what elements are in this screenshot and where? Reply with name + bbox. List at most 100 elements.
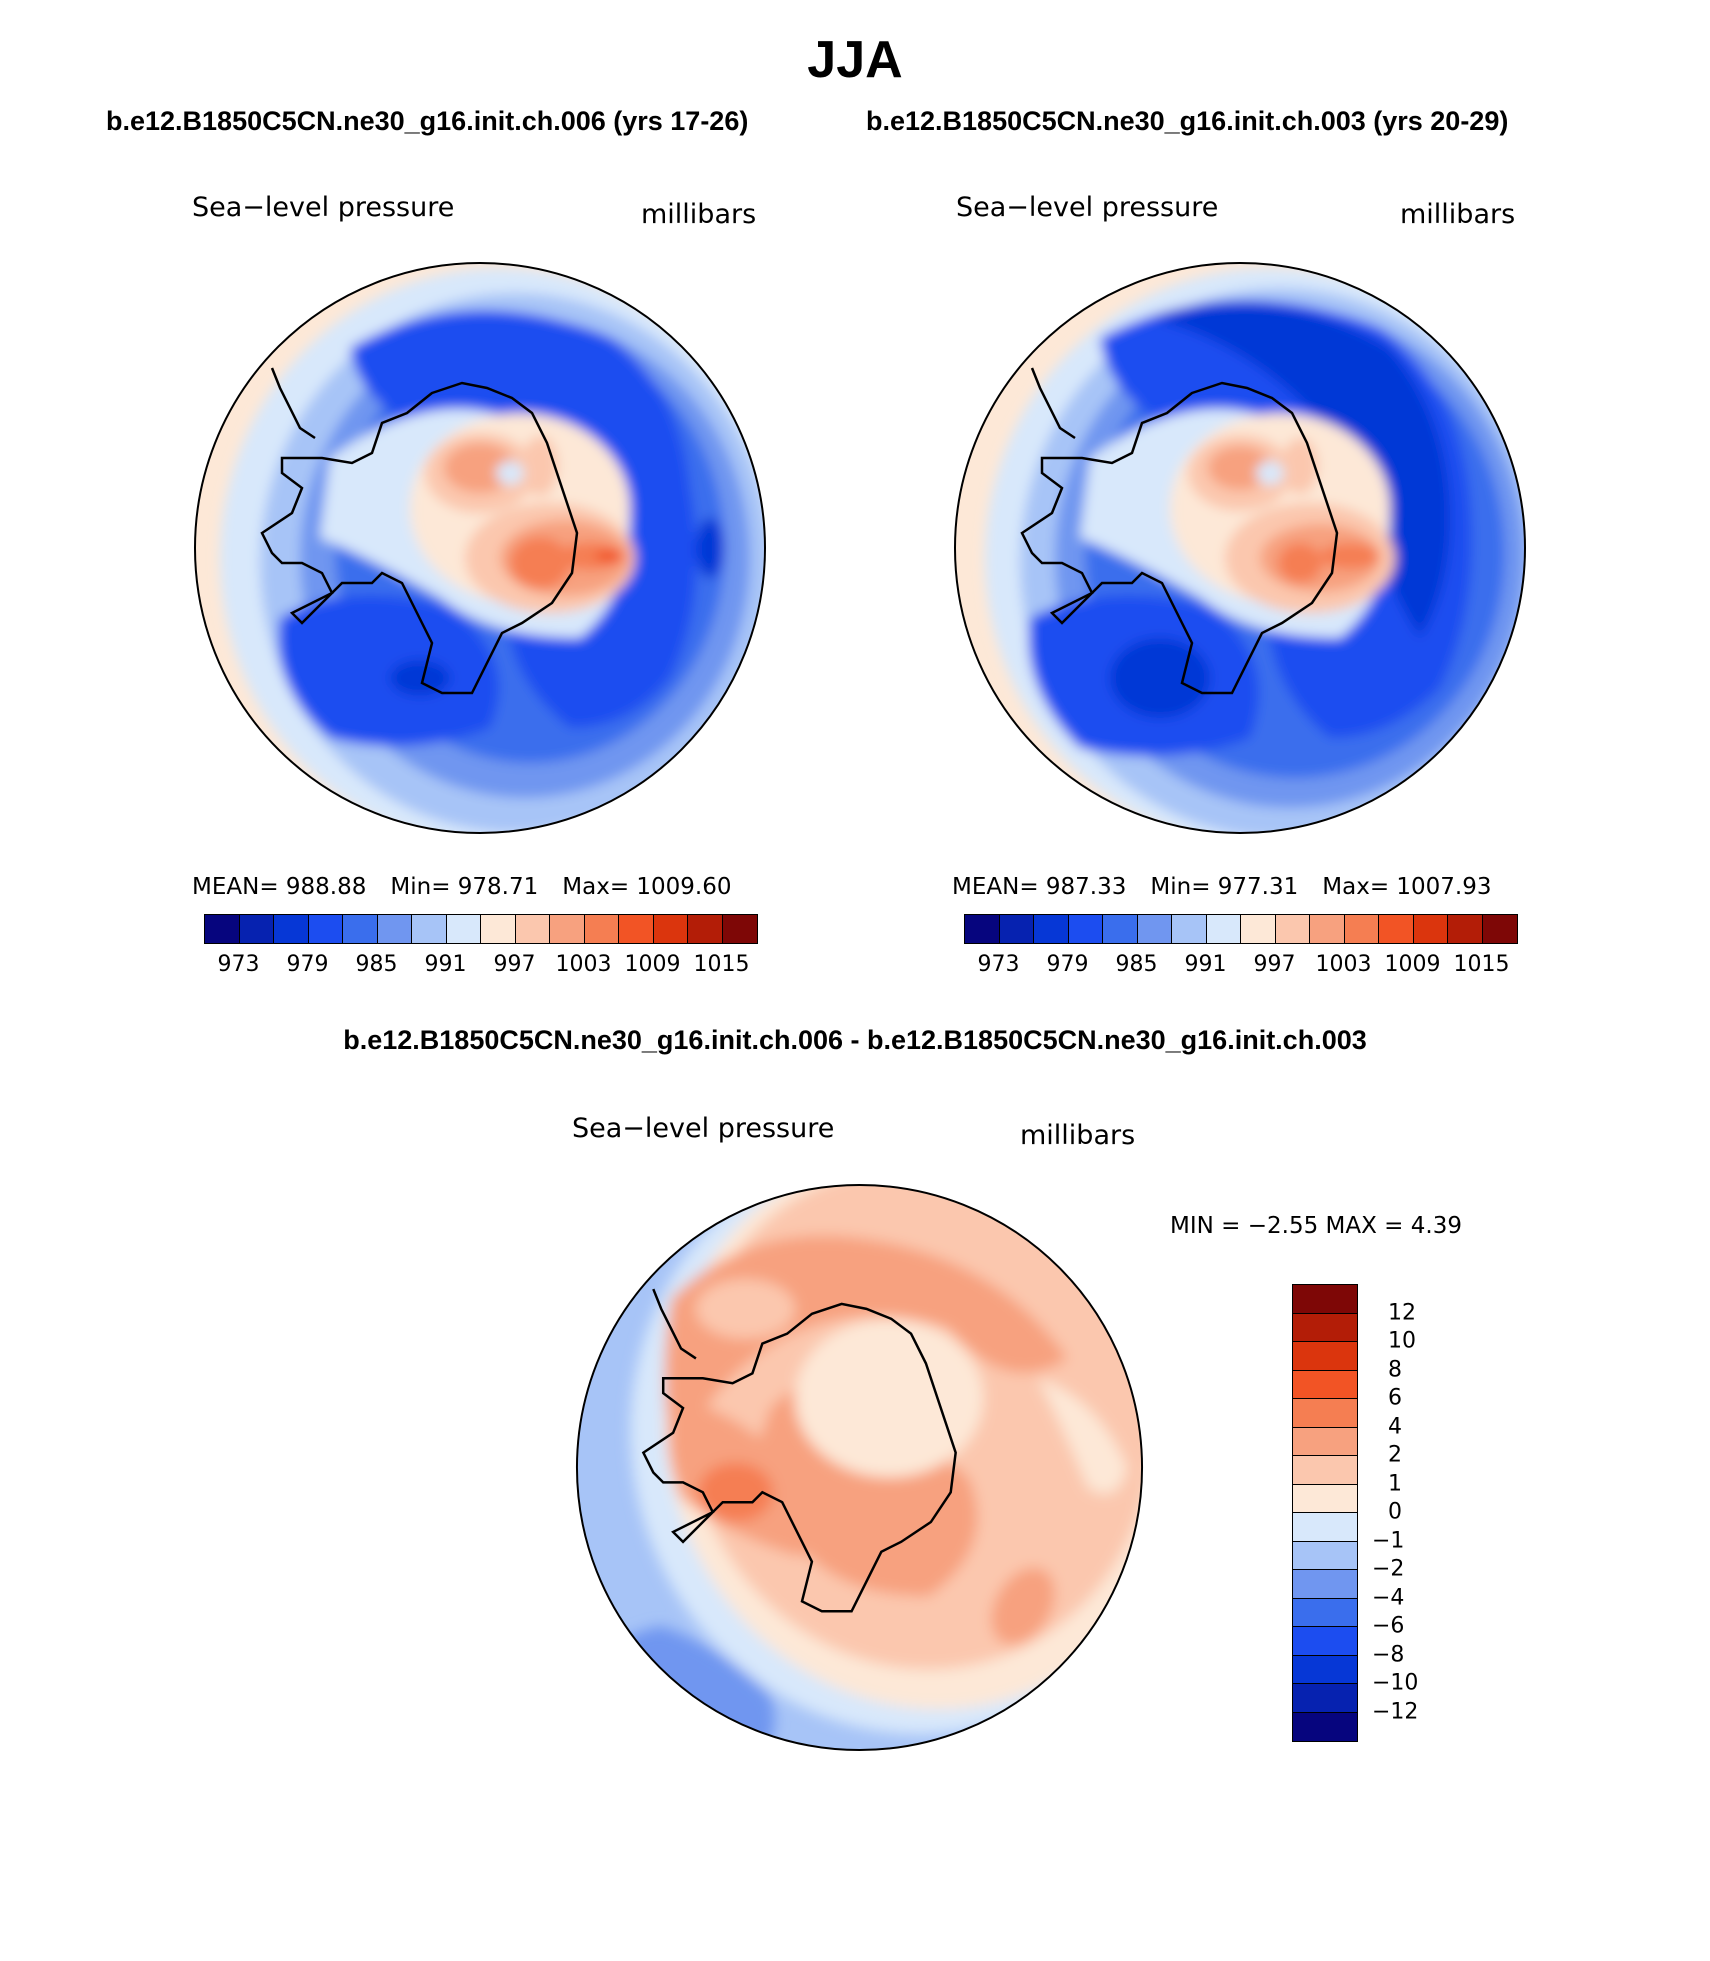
- colorbar-swatch: [1448, 915, 1483, 943]
- colorbar-swatch: [1293, 1513, 1357, 1542]
- left-polar-map: [194, 262, 766, 834]
- left-mean: MEAN= 988.88: [192, 874, 367, 900]
- colorbar-swatch: [965, 915, 1000, 943]
- colorbar-swatch: [1293, 1370, 1357, 1399]
- colorbar-swatch: [1293, 1627, 1357, 1656]
- colorbar-tick-label: 1003: [1315, 952, 1372, 977]
- left-max: Max= 1009.60: [562, 874, 732, 900]
- colorbar-swatch: [1206, 915, 1241, 943]
- colorbar-tick-label: 1003: [555, 952, 612, 977]
- colorbar-tick-label: 1009: [624, 952, 681, 977]
- colorbar-swatch: [1172, 915, 1207, 943]
- subtitle-left: b.e12.B1850C5CN.ne30_g16.init.ch.006 (yr…: [106, 106, 749, 136]
- colorbar-swatch: [412, 915, 447, 943]
- colorbar-tick-label: 6: [1388, 1385, 1402, 1411]
- colorbar-swatch: [722, 915, 757, 943]
- colorbar-swatch: [1293, 1712, 1357, 1741]
- colorbar-swatch: [377, 915, 412, 943]
- right-polar-map: [954, 262, 1526, 834]
- left-min: Min= 978.71: [390, 874, 539, 900]
- colorbar-swatch: [239, 915, 274, 943]
- colorbar-tick-label: 985: [355, 952, 398, 977]
- colorbar-swatch: [1293, 1484, 1357, 1513]
- right-max: Max= 1007.93: [1322, 874, 1492, 900]
- colorbar-swatch: [619, 915, 654, 943]
- colorbar-swatch: [343, 915, 378, 943]
- left-colorbar: [204, 914, 758, 944]
- diff-units-label: millibars: [1020, 1120, 1136, 1151]
- colorbar-tick-label: 12: [1388, 1300, 1416, 1325]
- page-title: JJA: [807, 31, 903, 89]
- colorbar-tick-label: 979: [286, 952, 329, 977]
- colorbar-tick-label: −12: [1372, 1699, 1419, 1724]
- colorbar-swatch: [1293, 1570, 1357, 1599]
- colorbar-swatch: [308, 915, 343, 943]
- difference-polar-map: [575, 1183, 1144, 1752]
- colorbar-swatch: [550, 915, 585, 943]
- colorbar-tick-label: −2: [1372, 1556, 1405, 1582]
- right-variable-label: Sea−level pressure: [956, 192, 1219, 223]
- colorbar-tick-label: 997: [1253, 952, 1296, 977]
- colorbar-swatch: [584, 915, 619, 943]
- colorbar-swatch: [1293, 1456, 1357, 1485]
- colorbar-tick-label: 4: [1388, 1414, 1402, 1439]
- left-colorbar-ticks: 973 979 985 991 997 1003 1009 1015: [204, 952, 756, 982]
- colorbar-tick-label: 8: [1388, 1357, 1402, 1382]
- diff-colorbar-ticks: 12 10 8 6 4 2 1 0 −1 −2 −4 −6 −8 −10 −12: [1372, 1284, 1452, 1740]
- left-variable-label: Sea−level pressure: [192, 192, 455, 223]
- right-min: Min= 977.31: [1150, 874, 1299, 900]
- colorbar-swatch: [1379, 915, 1414, 943]
- colorbar-swatch: [1482, 915, 1517, 943]
- colorbar-swatch: [1275, 915, 1310, 943]
- diff-minmax: MIN = −2.55 MAX = 4.39: [1170, 1213, 1462, 1239]
- colorbar-tick-label: 1: [1388, 1471, 1402, 1496]
- colorbar-swatch: [515, 915, 550, 943]
- colorbar-tick-label: 2: [1388, 1442, 1402, 1468]
- colorbar-tick-label: −8: [1372, 1642, 1405, 1667]
- colorbar-swatch: [1310, 915, 1345, 943]
- colorbar-tick-label: −4: [1372, 1585, 1405, 1610]
- colorbar-tick-label: 1015: [693, 952, 750, 977]
- colorbar-swatch: [1293, 1427, 1357, 1456]
- colorbar-swatch: [1103, 915, 1138, 943]
- colorbar-tick-label: 973: [217, 952, 260, 977]
- colorbar-swatch: [1068, 915, 1103, 943]
- colorbar-tick-label: 1009: [1384, 952, 1441, 977]
- colorbar-tick-label: 991: [424, 952, 467, 977]
- colorbar-tick-label: −6: [1372, 1613, 1405, 1639]
- colorbar-swatch: [1293, 1342, 1357, 1371]
- colorbar-swatch: [1293, 1598, 1357, 1627]
- diff-variable-label: Sea−level pressure: [572, 1113, 835, 1144]
- colorbar-swatch: [274, 915, 309, 943]
- colorbar-tick-label: 973: [977, 952, 1020, 977]
- colorbar-swatch: [1137, 915, 1172, 943]
- colorbar-tick-label: 1015: [1453, 952, 1510, 977]
- colorbar-swatch: [999, 915, 1034, 943]
- colorbar-swatch: [1413, 915, 1448, 943]
- colorbar-swatch: [1034, 915, 1069, 943]
- colorbar-swatch: [1241, 915, 1276, 943]
- colorbar-swatch: [1293, 1285, 1357, 1314]
- left-units-label: millibars: [641, 199, 757, 230]
- colorbar-swatch: [653, 915, 688, 943]
- colorbar-tick-label: 997: [493, 952, 536, 977]
- colorbar-swatch: [688, 915, 723, 943]
- colorbar-tick-label: 10: [1388, 1328, 1416, 1354]
- colorbar-tick-label: 979: [1046, 952, 1089, 977]
- colorbar-swatch: [1293, 1541, 1357, 1570]
- right-units-label: millibars: [1400, 199, 1516, 230]
- colorbar-swatch: [481, 915, 516, 943]
- colorbar-tick-label: −10: [1372, 1670, 1419, 1696]
- right-colorbar-ticks: 973 979 985 991 997 1003 1009 1015: [964, 952, 1516, 982]
- diff-colorbar: [1292, 1284, 1358, 1742]
- difference-title: b.e12.B1850C5CN.ne30_g16.init.ch.006 - b…: [343, 1025, 1367, 1055]
- colorbar-swatch: [1293, 1313, 1357, 1342]
- right-mean: MEAN= 987.33: [952, 874, 1127, 900]
- colorbar-tick-label: −1: [1372, 1528, 1405, 1553]
- colorbar-swatch: [446, 915, 481, 943]
- colorbar-swatch: [1293, 1684, 1357, 1713]
- right-stats: MEAN= 987.33 Min= 977.31 Max= 1007.93: [952, 874, 1516, 900]
- colorbar-swatch: [1344, 915, 1379, 943]
- colorbar-tick-label: 985: [1115, 952, 1158, 977]
- subtitle-right: b.e12.B1850C5CN.ne30_g16.init.ch.003 (yr…: [866, 106, 1509, 136]
